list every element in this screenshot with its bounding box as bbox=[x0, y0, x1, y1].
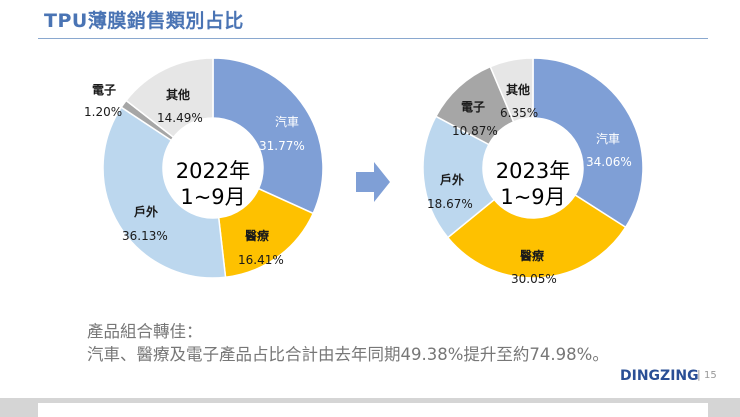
label-2023-medical-value: 30.05% bbox=[511, 272, 557, 286]
center-2022-period: 1~9月 bbox=[180, 185, 245, 209]
slice-2022-other bbox=[125, 57, 214, 139]
slice-2023-auto bbox=[532, 57, 644, 229]
slice-2022-auto bbox=[212, 57, 324, 215]
slice-2023-other bbox=[489, 57, 534, 123]
center-2022-year: 2022年 bbox=[176, 159, 250, 183]
label-2022-outdoor-value: 36.13% bbox=[122, 229, 168, 243]
label-2023-other-value: 6.35% bbox=[500, 106, 538, 120]
arrow-right-icon bbox=[356, 162, 390, 202]
label-2022-outdoor-name: 戶外 bbox=[134, 204, 158, 219]
label-2022-auto-name: 汽車 bbox=[275, 114, 299, 129]
label-2023-other-name: 其他 bbox=[506, 82, 530, 97]
label-2023-electronics-name: 電子 bbox=[461, 100, 485, 114]
center-2023-period: 1~9月 bbox=[500, 185, 565, 209]
label-2023-medical-name: 醫療 bbox=[520, 248, 544, 263]
label-2022-electronics-name: 電子 bbox=[92, 83, 116, 97]
label-2023-outdoor-value: 18.67% bbox=[427, 197, 473, 211]
slice-2023-outdoor bbox=[422, 115, 496, 239]
summary-detail: 汽車、醫療及電子產品占比合計由去年同期49.38%提升至約74.98%。 bbox=[87, 345, 609, 364]
label-2022-medical-name: 醫療 bbox=[245, 228, 269, 243]
center-2023-year: 2023年 bbox=[496, 159, 570, 183]
label-2023-auto-name: 汽車 bbox=[596, 131, 620, 146]
footer-separator: | bbox=[697, 368, 701, 381]
donut-2022: 2022年 1~9月 汽車 31.77% 醫療 16.41% 戶外 36.13%… bbox=[84, 57, 324, 279]
label-2022-medical-value: 16.41% bbox=[238, 253, 284, 267]
label-2023-outdoor-name: 戶外 bbox=[440, 172, 464, 187]
label-2022-auto-value: 31.77% bbox=[259, 139, 305, 153]
page-title: TPU薄膜銷售類別占比 bbox=[44, 10, 244, 32]
page-number: 15 bbox=[704, 370, 717, 381]
label-2022-other-value: 14.49% bbox=[157, 111, 203, 125]
slice-2022-outdoor bbox=[102, 106, 227, 279]
next-slide-body bbox=[38, 403, 708, 417]
title-underline bbox=[38, 38, 708, 39]
slice-2023-medical bbox=[446, 193, 627, 279]
label-2022-electronics-value: 1.20% bbox=[84, 105, 122, 119]
company-logo: DINGZING bbox=[620, 368, 699, 384]
summary-heading: 產品組合轉佳： bbox=[87, 322, 203, 341]
label-2023-auto-value: 34.06% bbox=[586, 155, 632, 169]
label-2023-electronics-value: 10.87% bbox=[452, 124, 498, 138]
label-2022-other-name: 其他 bbox=[166, 87, 190, 102]
donut-2023: 2023年 1~9月 汽車 34.06% 醫療 30.05% 戶外 18.67%… bbox=[422, 57, 644, 286]
